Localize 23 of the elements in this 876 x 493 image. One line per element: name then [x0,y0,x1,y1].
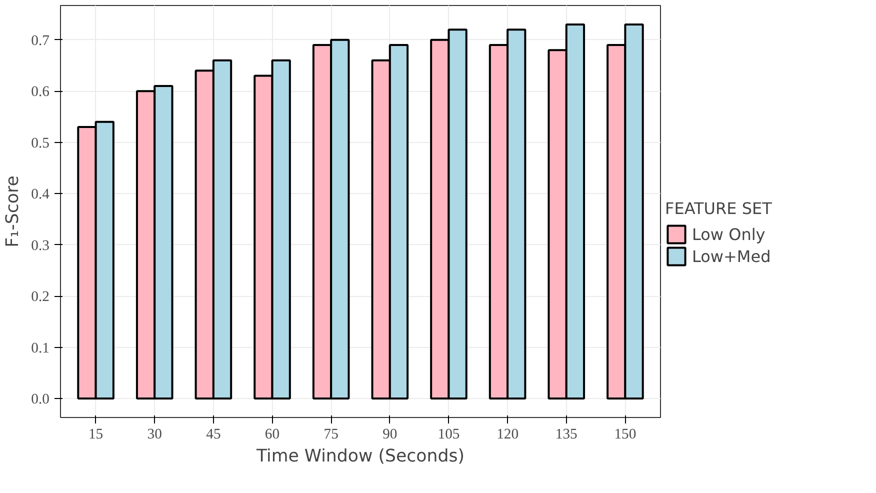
y-tick-label: 0.0 [31,392,50,408]
y-tick-label: 0.4 [31,186,50,203]
x-axis-title: Time Window (Seconds) [255,446,465,466]
x-tick-label: 30 [147,426,162,442]
x-tick-label: 15 [88,426,104,442]
y-tick-label: 0.1 [31,340,50,356]
y-tick-label: 0.3 [31,238,50,254]
y-tick-label: 0.2 [31,289,50,306]
legend-title: FEATURE SET [665,199,772,218]
legend-label: Low Only [692,224,766,244]
y-tick-label: 0.7 [31,32,50,49]
x-tick-label: 135 [555,426,578,442]
y-tick-label: 0.6 [31,84,50,100]
x-tick-label: 105 [438,426,460,442]
x-tick-label: 75 [324,426,338,442]
y-tick-label: 0.5 [31,135,50,152]
legend-label: Low+Med [692,246,771,266]
x-tick-label: 45 [206,426,221,442]
x-tick-label: 150 [614,426,636,442]
x-tick-label: 60 [264,426,280,442]
x-tick-label: 90 [382,426,398,442]
x-tick-label: 120 [496,426,519,442]
y-axis-title: F₁-Score [3,176,24,248]
